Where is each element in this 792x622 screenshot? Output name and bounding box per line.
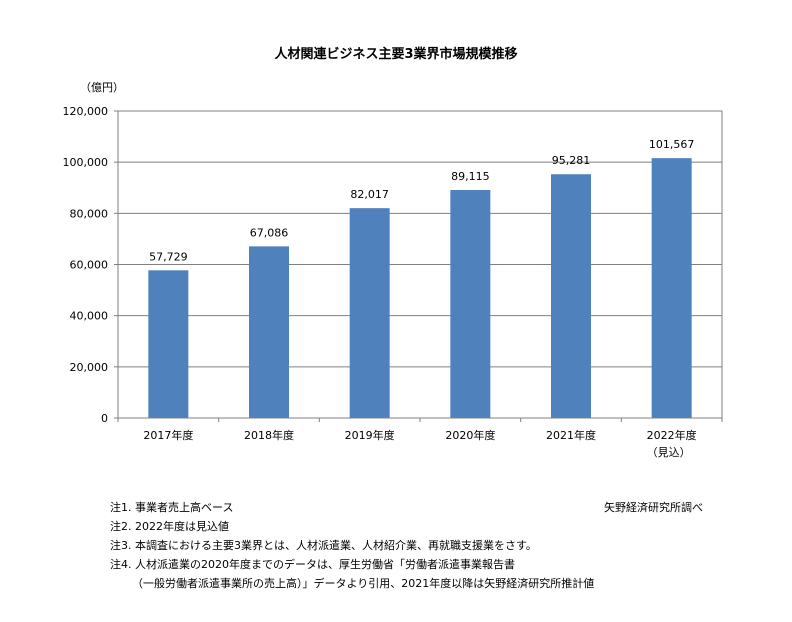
bar <box>249 246 289 418</box>
category-label: 2019年度 <box>345 428 395 442</box>
bar <box>450 190 491 418</box>
notes: 注1. 事業者売上高ベース 注2. 2022年度は見込値 注3. 本調査における… <box>110 498 594 593</box>
value-label: 101,567 <box>649 138 695 151</box>
value-label: 57,729 <box>149 250 188 263</box>
note-4-continued: （一般労働者派遣事業所の売上高）」データより引用、2021年度以降は矢野経済研究… <box>132 577 595 590</box>
y-tick-label: 40,000 <box>70 310 109 323</box>
y-tick-label: 80,000 <box>70 207 109 220</box>
category-label: 2022年度 <box>647 428 697 442</box>
y-tick-label: 100,000 <box>63 156 109 169</box>
y-axis-ticks: 0 20,000 40,000 60,000 80,000 100,000 120,000 <box>63 105 118 425</box>
note-2: 注2. 2022年度は見込値 <box>110 520 229 533</box>
category-label: 2020年度 <box>445 428 495 442</box>
note-4: 注4. 人材派遣業の2020年度までのデータは、厚生労働省「労働者派遣事業報告書 <box>110 558 515 571</box>
plot-frame <box>117 110 723 419</box>
source-credit: 矢野経済研究所調べ <box>604 501 703 514</box>
category-sublabel: （見込） <box>647 446 691 459</box>
bar <box>349 208 390 418</box>
bars <box>148 158 692 418</box>
value-label: 82,017 <box>350 188 389 201</box>
value-label: 95,281 <box>552 154 591 167</box>
category-label: 2018年度 <box>244 428 294 442</box>
category-label: 2021年度 <box>546 428 596 442</box>
y-tick-label: 0 <box>101 412 108 425</box>
bar <box>651 158 692 418</box>
note-3: 注3. 本調査における主要3業界とは、人材派遣業、人材紹介業、再就職支援業をさす… <box>110 539 537 552</box>
y-tick-label: 60,000 <box>70 259 109 272</box>
note-1: 注1. 事業者売上高ベース <box>110 501 234 514</box>
gridlines <box>118 161 722 368</box>
x-axis-labels: 2017年度 2018年度 2019年度 2020年度 2021年度 2022年度 （見込） <box>117 418 723 459</box>
category-label: 2017年度 <box>143 428 193 442</box>
bar <box>551 174 591 418</box>
bar <box>148 270 189 418</box>
y-tick-label: 120,000 <box>63 105 109 118</box>
y-axis-unit-label: （億円） <box>80 81 124 94</box>
value-label: 67,086 <box>250 226 289 239</box>
y-tick-label: 20,000 <box>70 361 109 374</box>
chart-title: 人材関連ビジネス主要3業界市場規模推移 <box>274 46 517 62</box>
chart: 人材関連ビジネス主要3業界市場規模推移 （億円） 0 20,000 40,000 60… <box>63 46 723 459</box>
value-labels: 57,729 67,086 82,017 89,115 95,281 101,567 <box>149 138 694 263</box>
value-label: 89,115 <box>451 170 490 183</box>
